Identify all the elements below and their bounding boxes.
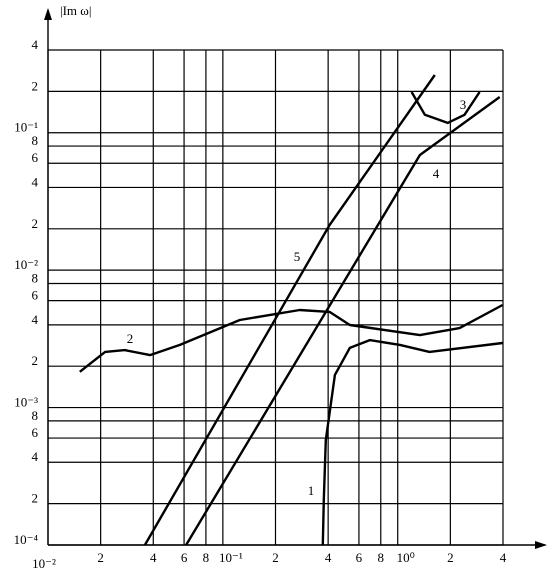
y-tick-label: 4 — [32, 174, 39, 189]
y-tick-label: 6 — [32, 425, 39, 440]
y-tick-label: 8 — [32, 408, 39, 423]
y-tick-label: 2 — [32, 491, 39, 506]
y-tick-label: 8 — [32, 133, 39, 148]
y-tick-label: 10⁻² — [14, 257, 38, 272]
y-tick-label: 10⁻¹ — [14, 120, 38, 135]
x-tick-label: 8 — [378, 550, 385, 565]
y-axis-label: |Im ω| — [60, 3, 91, 18]
x-tick-label: 2 — [447, 550, 454, 565]
y-tick-label: 10⁻³ — [14, 395, 38, 410]
y-tick-label: 2 — [32, 78, 39, 93]
curve — [143, 74, 436, 546]
x-axis-arrow — [535, 541, 547, 549]
x-tick-label: 10⁻² — [32, 556, 56, 571]
curve — [185, 96, 501, 546]
x-tick-label: 2 — [272, 550, 279, 565]
x-tick-label: 4 — [325, 550, 332, 565]
curve-label: 4 — [433, 166, 440, 181]
y-tick-label: 4 — [32, 37, 39, 52]
curve — [410, 91, 481, 125]
x-tick-label: 8 — [203, 550, 210, 565]
curve-label: 5 — [294, 249, 301, 264]
y-tick-label: 6 — [32, 288, 39, 303]
y-tick-label: 2 — [32, 216, 39, 231]
y-tick-label: 4 — [32, 449, 39, 464]
x-tick-label: 10⁰ — [397, 550, 415, 565]
curve-label: 3 — [460, 97, 467, 112]
curve-label: 1 — [308, 483, 315, 498]
y-axis-arrow — [44, 8, 52, 20]
x-tick-label: 4 — [500, 550, 507, 565]
x-tick-label: 6 — [356, 550, 363, 565]
y-tick-label: 2 — [32, 353, 39, 368]
y-tick-label: 8 — [32, 270, 39, 285]
y-tick-label: 10⁻⁴ — [14, 532, 39, 547]
x-tick-label: 2 — [97, 550, 104, 565]
curve-label: 2 — [127, 331, 134, 346]
curve — [321, 338, 503, 546]
x-tick-label: 10⁻¹ — [219, 550, 243, 565]
curve — [79, 303, 504, 373]
x-tick-label: 4 — [150, 550, 157, 565]
y-tick-label: 4 — [32, 312, 39, 327]
x-tick-label: 6 — [181, 550, 188, 565]
y-tick-label: 6 — [32, 150, 39, 165]
